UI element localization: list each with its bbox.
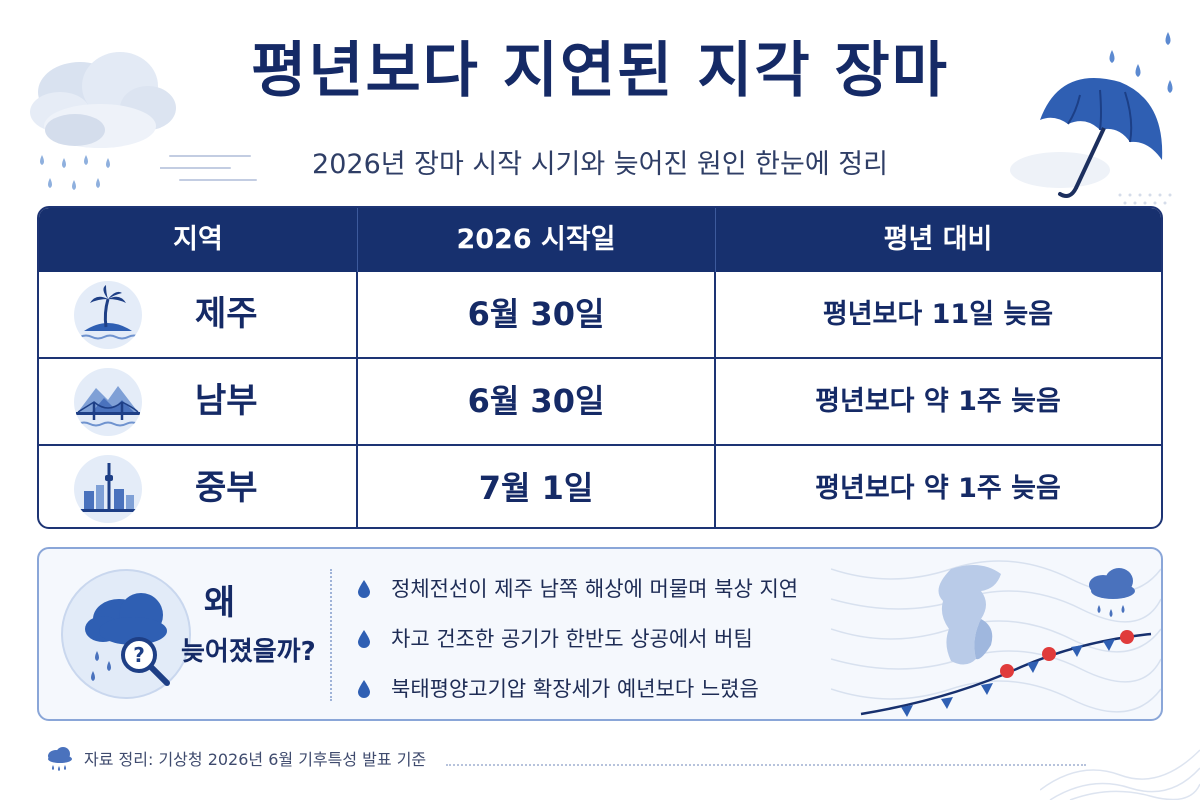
reasons-title: 왜 <box>204 583 236 623</box>
page-subtitle: 2026년 장마 시작 시기와 늦어진 원인 한눈에 정리 <box>312 149 888 180</box>
column-header-region: 지역 <box>173 224 223 255</box>
rain-cloud-icon <box>30 52 176 190</box>
water-drop-icon <box>358 680 370 698</box>
question-cloud-icon: ? <box>61 569 191 699</box>
rain-cloud-icon <box>48 747 72 771</box>
bridge-mountain-icon <box>74 368 142 436</box>
table-row-south: 남부 6월 30일 평년보다 약 1주 늦음 <box>39 359 1161 444</box>
comparison-text: 평년보다 약 1주 늦음 <box>815 473 1061 504</box>
start-date: 6월 30일 <box>467 295 605 333</box>
city-tower-icon <box>74 455 142 523</box>
monsoon-start-table: 지역 2026 시작일 평년 대비 제주 6월 30 <box>37 206 1163 529</box>
water-drop-icon <box>358 580 370 598</box>
row-divider <box>39 444 1161 446</box>
reason-text: 차고 건조한 공기가 한반도 상공에서 버팀 <box>391 627 753 651</box>
source-text: 자료 정리: 기상청 2026년 6월 기후특성 발표 기준 <box>84 750 427 769</box>
region-name: 중부 <box>195 468 258 508</box>
svg-text:?: ? <box>133 643 145 667</box>
table-header: 지역 2026 시작일 평년 대비 <box>39 208 1161 272</box>
column-header-start-date: 2026 시작일 <box>456 224 616 255</box>
comparison-text: 평년보다 약 1주 늦음 <box>815 386 1061 417</box>
footer-divider <box>446 764 1086 766</box>
reasons-list: 정체전선이 제주 남쪽 해상에 머물며 북상 지연 차고 건조한 공기가 한반도… <box>357 571 798 719</box>
column-header-comparison: 평년 대비 <box>883 224 993 255</box>
region-name: 남부 <box>195 381 258 421</box>
header-divider <box>357 208 358 272</box>
water-drop-icon <box>358 630 370 648</box>
column-divider <box>356 272 358 527</box>
column-divider <box>714 272 716 527</box>
start-date: 6월 30일 <box>467 382 605 420</box>
list-item: 정체전선이 제주 남쪽 해상에 머물며 북상 지연 <box>357 571 798 621</box>
region-name: 제주 <box>195 294 258 334</box>
reasons-divider <box>330 569 332 701</box>
reason-text: 정체전선이 제주 남쪽 해상에 머물며 북상 지연 <box>391 577 799 601</box>
reasons-panel: ? 왜 늦어졌을까? 정체전선이 제주 남쪽 해상에 머물며 북상 지연 차고 … <box>37 547 1163 721</box>
weather-map-illustration <box>831 560 1161 717</box>
comparison-text: 평년보다 11일 늦음 <box>822 299 1054 330</box>
reasons-subtitle: 늦어졌을까? <box>181 637 316 667</box>
umbrella-icon <box>1010 32 1173 205</box>
wind-lines-icon <box>160 155 257 181</box>
start-date: 7월 1일 <box>478 469 594 507</box>
page-title: 평년보다 지연된 지각 장마 <box>251 36 949 106</box>
header-divider <box>715 208 716 272</box>
reason-text: 북태평양고기압 확장세가 예년보다 느렸음 <box>391 677 759 701</box>
table-row-jeju: 제주 6월 30일 평년보다 11일 늦음 <box>39 272 1161 357</box>
row-divider <box>39 357 1161 359</box>
list-item: 차고 건조한 공기가 한반도 상공에서 버팀 <box>357 621 798 671</box>
wave-lines-decoration <box>1040 749 1200 800</box>
table-row-central: 중부 7월 1일 평년보다 약 1주 늦음 <box>39 446 1161 527</box>
palm-island-icon <box>74 281 142 349</box>
list-item: 북태평양고기압 확장세가 예년보다 느렸음 <box>357 671 798 719</box>
